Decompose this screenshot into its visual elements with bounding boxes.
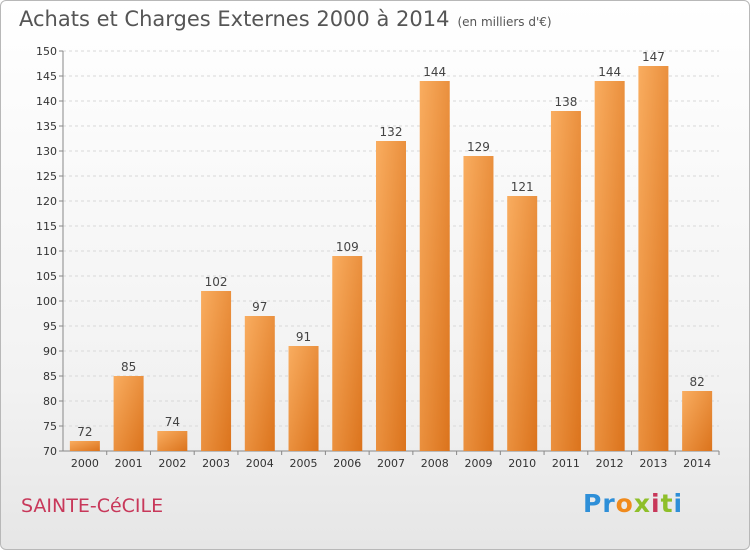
data-label: 91 — [296, 330, 311, 344]
bar — [157, 431, 188, 451]
x-tick-label: 2000 — [71, 457, 99, 470]
proxiti-logo: Proxiti — [583, 489, 683, 518]
y-tick-label: 115 — [36, 220, 57, 233]
y-tick-label: 135 — [36, 120, 57, 133]
logo-letter: i — [673, 489, 684, 518]
x-tick-label: 2007 — [377, 457, 405, 470]
logo-letter: t — [660, 489, 674, 518]
y-tick-label: 125 — [36, 170, 57, 183]
data-label: 144 — [598, 65, 621, 79]
data-label: 74 — [165, 415, 180, 429]
y-tick-label: 105 — [36, 270, 57, 283]
data-label: 138 — [554, 95, 577, 109]
x-tick-label: 2012 — [596, 457, 624, 470]
bar — [69, 441, 100, 451]
x-tick-label: 2014 — [683, 457, 711, 470]
x-tick-label: 2005 — [290, 457, 318, 470]
y-tick-label: 80 — [43, 395, 57, 408]
y-tick-label: 140 — [36, 95, 57, 108]
bar — [507, 196, 538, 451]
data-label: 147 — [642, 50, 665, 64]
axes: 70 75 80 85 90 95 100 105 110 115 120 125 130 135 140 1… — [36, 45, 720, 470]
x-tick-label: 2003 — [202, 457, 230, 470]
bar — [550, 111, 581, 451]
location-name: SAINTE-CéCILE — [21, 495, 164, 517]
data-label: 97 — [252, 300, 267, 314]
data-label: 132 — [380, 125, 403, 139]
x-tick-label: 2006 — [333, 457, 361, 470]
bar — [113, 376, 144, 451]
logo-letter: o — [615, 489, 634, 518]
data-label: 144 — [423, 65, 446, 79]
x-tick-label: 2001 — [115, 457, 143, 470]
y-tick-label: 100 — [36, 295, 57, 308]
logo-letter: i — [651, 489, 661, 518]
x-tick-label: 2002 — [158, 457, 186, 470]
y-tick-label: 145 — [36, 70, 57, 83]
x-tick-label: 2004 — [246, 457, 274, 470]
title-text: Achats et Charges Externes 2000 à 2014 — [19, 7, 450, 31]
y-tick-label: 70 — [43, 445, 57, 458]
bars — [69, 66, 713, 451]
y-tick-label: 110 — [36, 245, 57, 258]
y-tick-label: 130 — [36, 145, 57, 158]
x-tick-label: 2008 — [421, 457, 449, 470]
y-tick-label: 150 — [36, 45, 57, 58]
bar — [201, 291, 232, 451]
chart-title: Achats et Charges Externes 2000 à 2014 (e… — [19, 7, 552, 31]
x-tick-label: 2010 — [508, 457, 536, 470]
bar — [244, 316, 275, 451]
bar — [463, 156, 494, 451]
data-label: 102 — [205, 275, 228, 289]
x-tick-label: 2009 — [464, 457, 492, 470]
bar — [288, 346, 319, 451]
y-tick-label: 95 — [43, 320, 57, 333]
bar — [638, 66, 669, 451]
x-tick-label: 2011 — [552, 457, 580, 470]
data-label: 121 — [511, 180, 534, 194]
x-tick-label: 2013 — [639, 457, 667, 470]
y-tick-label: 75 — [43, 420, 57, 433]
bar — [376, 141, 406, 451]
data-label: 82 — [689, 375, 704, 389]
y-tick-label: 85 — [43, 370, 57, 383]
logo-letter: P — [583, 489, 603, 518]
data-label: 109 — [336, 240, 359, 254]
bar — [419, 81, 450, 451]
bar — [682, 391, 713, 451]
data-label: 85 — [121, 360, 136, 374]
bar — [594, 81, 625, 451]
data-label: 72 — [77, 425, 92, 439]
y-tick-label: 90 — [43, 345, 57, 358]
y-tick-label: 120 — [36, 195, 57, 208]
data-label: 129 — [467, 140, 490, 154]
bar — [332, 256, 363, 451]
data-labels: 72 85 74 102 97 91 109 132 144 129 121 138 144 147 82 — [77, 50, 705, 439]
logo-letter: r — [602, 489, 616, 518]
unit-note: (en milliers d'€) — [457, 15, 552, 29]
logo-letter: x — [633, 489, 651, 518]
